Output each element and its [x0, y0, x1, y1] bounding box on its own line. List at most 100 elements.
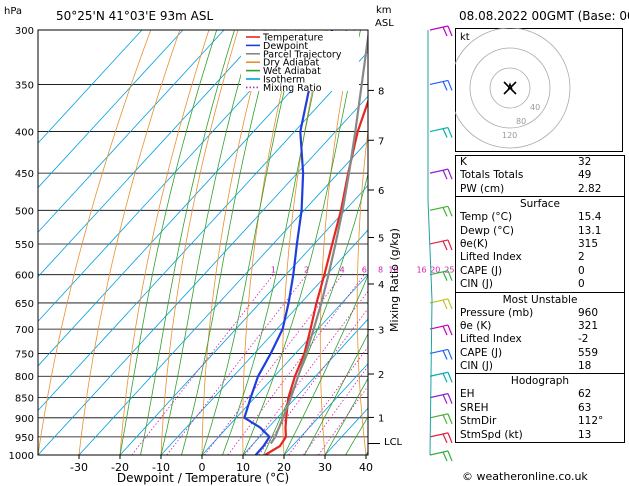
dry-adiabat-line	[356, 127, 368, 455]
wind-barb-icon	[447, 413, 453, 425]
hodograph-unit: kt	[460, 32, 470, 43]
wet-adiabat-line	[181, 30, 276, 455]
index-row: EH 62	[456, 388, 624, 401]
wind-barb-icon	[442, 26, 448, 37]
wind-barb-icon	[429, 239, 449, 245]
isotherm-line	[38, 30, 143, 144]
pressure-tick-label: 450	[15, 169, 34, 180]
index-row: K 32	[456, 156, 624, 169]
mixing-ratio-line	[317, 385, 368, 455]
pressure-tick-label: 1000	[9, 451, 34, 462]
dry-adiabat-line	[319, 30, 355, 455]
dewpoint-line	[243, 30, 334, 455]
index-value: 63	[578, 401, 592, 414]
altitude-tick-label: 8	[378, 86, 384, 97]
x-tick-label: 20	[277, 461, 291, 474]
x-axis-label: Dewpoint / Temperature (°C)	[117, 471, 289, 485]
wind-barb-icon	[442, 433, 448, 444]
index-label: CIN (J)	[460, 360, 493, 373]
wind-barb-icon	[429, 371, 449, 377]
x-tick-label: -30	[70, 461, 88, 474]
wet-adiabat-line	[140, 30, 235, 455]
wind-barb-icon	[442, 325, 448, 336]
skew-t-diagram: 3003504004505005506006507007508008509009…	[4, 5, 454, 485]
index-label: θe(K)	[460, 237, 488, 250]
wind-barb-icon	[429, 168, 449, 174]
index-label: PW (cm)	[460, 182, 505, 195]
index-label: Totals Totals	[460, 169, 524, 182]
wind-barb-icon	[447, 349, 453, 360]
isotherm-line	[38, 30, 225, 233]
hodograph-ring-label: 80	[516, 117, 526, 126]
pressure-tick-label: 600	[15, 271, 34, 282]
copyright-label: © weatheronline.co.uk	[462, 470, 588, 483]
index-label: Lifted Index	[460, 251, 522, 264]
index-row: CAPE (J) 0	[456, 265, 624, 278]
mixing-ratio-label: 25	[444, 266, 454, 275]
hodograph-ring	[489, 67, 531, 109]
pressure-tick-label: 650	[15, 299, 34, 310]
index-row: θe (K) 321	[456, 320, 624, 333]
dry-adiabat-line	[38, 30, 152, 455]
wind-barb-icon	[447, 324, 453, 336]
mixing-ratio-label: 20	[430, 266, 440, 275]
altitude-tick-label: 7	[378, 136, 384, 147]
x-tick-label: -20	[111, 461, 129, 474]
altitude-unit-asl: ASL	[375, 18, 394, 29]
wet-adiabat-line	[304, 333, 368, 455]
mixing-ratio-label: 16	[416, 266, 426, 275]
legend-entry: Mixing Ratio	[263, 83, 322, 94]
index-row: Temp (°C) 15.4	[456, 211, 624, 224]
hodograph-ring	[455, 28, 571, 149]
index-value: 15.4	[578, 211, 602, 224]
wind-barb-icon	[429, 450, 449, 456]
legend-box	[241, 31, 359, 91]
isotherm-line	[283, 363, 368, 455]
altitude-tick-label: 5	[378, 233, 384, 244]
index-label: EH	[460, 388, 475, 401]
index-label: CAPE (J)	[460, 346, 503, 359]
x-tick-label: 40	[359, 461, 373, 474]
index-value: 13	[578, 428, 592, 441]
wind-barb-icon	[429, 298, 449, 304]
index-row: θe(K) 315	[456, 238, 624, 251]
index-label: CIN (J)	[460, 278, 493, 291]
wet-adiabat-line	[242, 30, 361, 455]
wind-barb-icon	[429, 126, 449, 133]
mixing-ratio-label: 10	[388, 266, 398, 275]
wind-barb-icon	[447, 168, 453, 180]
index-value: 32	[578, 156, 592, 168]
wind-barb-icon	[442, 81, 448, 91]
hodograph-ring-label: 40	[530, 103, 540, 112]
mixing-ratio-label: 4	[340, 266, 345, 275]
wind-barb-icon	[429, 25, 449, 31]
pressure-unit-label: hPa	[4, 6, 22, 17]
wind-profile-line	[427, 30, 433, 456]
pressure-tick-label: 300	[15, 26, 34, 37]
location-label: 50°25'N 41°03'E 93m ASL	[56, 9, 213, 23]
index-row: CAPE (J) 559	[456, 347, 624, 360]
index-value: 2.82	[578, 182, 602, 195]
altitude-unit-km: km	[376, 5, 392, 16]
index-value: 49	[578, 169, 592, 182]
section-title: Surface	[456, 196, 624, 211]
wet-adiabat-line	[263, 172, 368, 455]
index-value: 112°	[578, 415, 604, 428]
isotherm-line	[38, 51, 368, 412]
wind-barb-icon	[447, 127, 453, 138]
index-value: 321	[578, 319, 599, 332]
index-label: Lifted Index	[460, 333, 522, 346]
wind-barb-icon	[442, 451, 448, 462]
pressure-tick-label: 750	[15, 349, 34, 360]
dry-adiabat-line	[242, 30, 297, 455]
pressure-tick-label: 500	[15, 206, 34, 217]
pressure-tick-label: 700	[15, 325, 34, 336]
wind-barb-icon	[447, 450, 453, 462]
index-row: Dewp (°C) 13.1	[456, 225, 624, 238]
mixing-ratio-label: 1	[271, 266, 276, 275]
index-value: 0	[578, 278, 585, 291]
index-row: PW (cm) 2.82	[456, 183, 624, 196]
dry-adiabat-line	[78, 30, 181, 455]
index-label: StmSpd (kt)	[460, 428, 523, 441]
wet-adiabat-line	[201, 30, 300, 455]
